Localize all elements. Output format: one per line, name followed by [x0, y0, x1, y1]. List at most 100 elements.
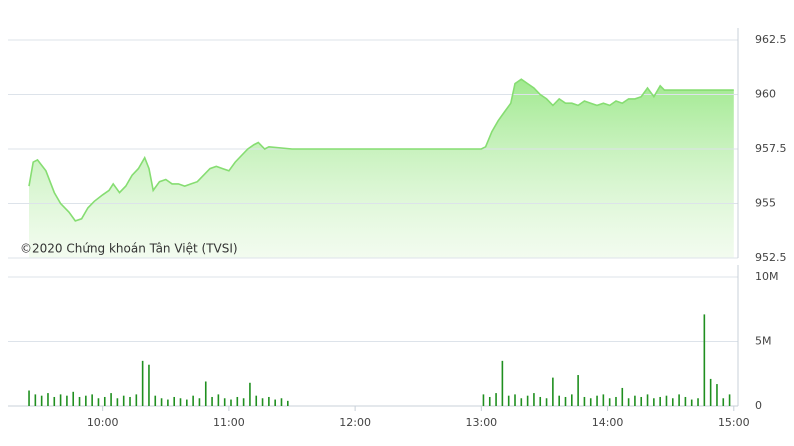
x-tick-label: 11:00: [213, 416, 245, 429]
volume-bar: [148, 364, 150, 406]
volume-bar: [539, 396, 542, 406]
volume-bar: [198, 398, 201, 406]
volume-bar: [286, 400, 289, 406]
volume-bar: [552, 377, 554, 406]
volume-bar: [217, 394, 220, 406]
volume-bar: [204, 381, 207, 406]
volume-bar: [160, 398, 163, 406]
volume-bar: [242, 398, 245, 406]
volume-bar: [621, 387, 624, 406]
volume-bar: [135, 394, 138, 406]
y-tick-label: 5M: [755, 335, 772, 348]
volume-bar: [91, 394, 93, 406]
x-tick-label: 12:00: [339, 416, 371, 429]
volume-bar: [236, 396, 239, 406]
y-tick-label: 0: [755, 399, 762, 412]
volume-bar: [602, 394, 605, 406]
volume-bar: [192, 395, 194, 406]
volume-bar: [671, 398, 674, 406]
volume-bar: [59, 394, 62, 406]
y-tick-label: 962.5: [755, 33, 787, 46]
volume-bar: [615, 396, 617, 406]
area-fill: [29, 79, 734, 258]
volume-bar: [116, 398, 119, 406]
volume-bar: [589, 398, 592, 406]
volume-bar: [47, 393, 49, 406]
volume-bar: [495, 393, 497, 406]
volume-bar: [678, 394, 680, 406]
volume-bar: [640, 396, 643, 406]
volume-bar: [154, 395, 157, 406]
volume-bar: [684, 396, 687, 406]
volume-bar: [78, 396, 81, 406]
y-tick-label: 952.5: [755, 251, 787, 264]
copyright: ©2020 Chứng khoán Tân Việt (TVSI): [20, 242, 238, 256]
volume-bar: [564, 396, 567, 406]
price-line: [28, 78, 734, 222]
x-tick-label: 10:00: [87, 416, 119, 429]
x-tick-label: 13:00: [465, 416, 497, 429]
volume-bar: [173, 396, 175, 406]
volume-bar: [697, 398, 699, 406]
volume-bar: [167, 399, 169, 406]
volume-bar: [627, 398, 630, 406]
volume-bar: [186, 399, 188, 406]
volume-bar: [526, 395, 529, 406]
x-tick-label: 14:00: [592, 416, 624, 429]
volume-bar: [703, 314, 706, 406]
volume-bar: [514, 394, 516, 406]
volume-bar: [103, 396, 106, 406]
volume-bar: [709, 378, 712, 406]
volume-bar: [85, 395, 87, 406]
volume-bar: [179, 398, 182, 406]
y-tick-label: 955: [755, 197, 776, 210]
volume-bar: [255, 395, 258, 406]
volume-bar: [571, 394, 573, 406]
volume-bar: [665, 395, 668, 406]
volume-bar: [558, 395, 560, 406]
volume-bar: [274, 399, 276, 406]
volume-bar: [223, 398, 226, 406]
volume-bar: [722, 398, 725, 406]
volume-bar: [72, 391, 75, 406]
volume-bar: [596, 395, 598, 406]
volume-bar: [261, 398, 264, 406]
volume-bar: [577, 375, 579, 406]
y-tick-label: 957.5: [755, 142, 787, 155]
volume-bar: [659, 396, 661, 406]
volume-bar: [40, 395, 43, 406]
volume-bar: [97, 398, 100, 406]
volume-bar: [122, 395, 125, 406]
y-tick-label: 960: [755, 88, 776, 101]
volume-bar: [653, 398, 655, 406]
volume-bar: [482, 394, 485, 406]
volume-bar: [53, 396, 56, 406]
x-tick-label: 15:00: [718, 416, 750, 429]
volume-bar: [66, 395, 68, 406]
volume-bar: [583, 396, 586, 406]
volume-bar: [211, 396, 213, 406]
volume-bar: [280, 398, 283, 406]
volume-bar: [634, 395, 636, 406]
volume-bar: [28, 390, 30, 406]
volume-bar: [533, 393, 535, 406]
volume-bar: [646, 394, 649, 406]
volume-bar: [728, 394, 731, 406]
volume-bar: [520, 398, 523, 406]
y-tick-label: 10M: [755, 270, 779, 283]
volume-bar: [716, 384, 718, 406]
volume-bar: [608, 398, 611, 406]
volume-bar: [141, 360, 144, 406]
volume-bar: [545, 398, 548, 406]
volume-bar: [501, 360, 504, 406]
volume-bar: [690, 399, 693, 406]
volume-bar: [268, 396, 270, 406]
volume-bar: [249, 382, 251, 406]
volume-bar: [129, 396, 131, 406]
volume-bar: [507, 395, 510, 406]
volume-bar: [110, 393, 112, 406]
volume-bar: [34, 394, 37, 406]
volume-bar: [488, 396, 491, 406]
volume-bar: [230, 399, 232, 406]
